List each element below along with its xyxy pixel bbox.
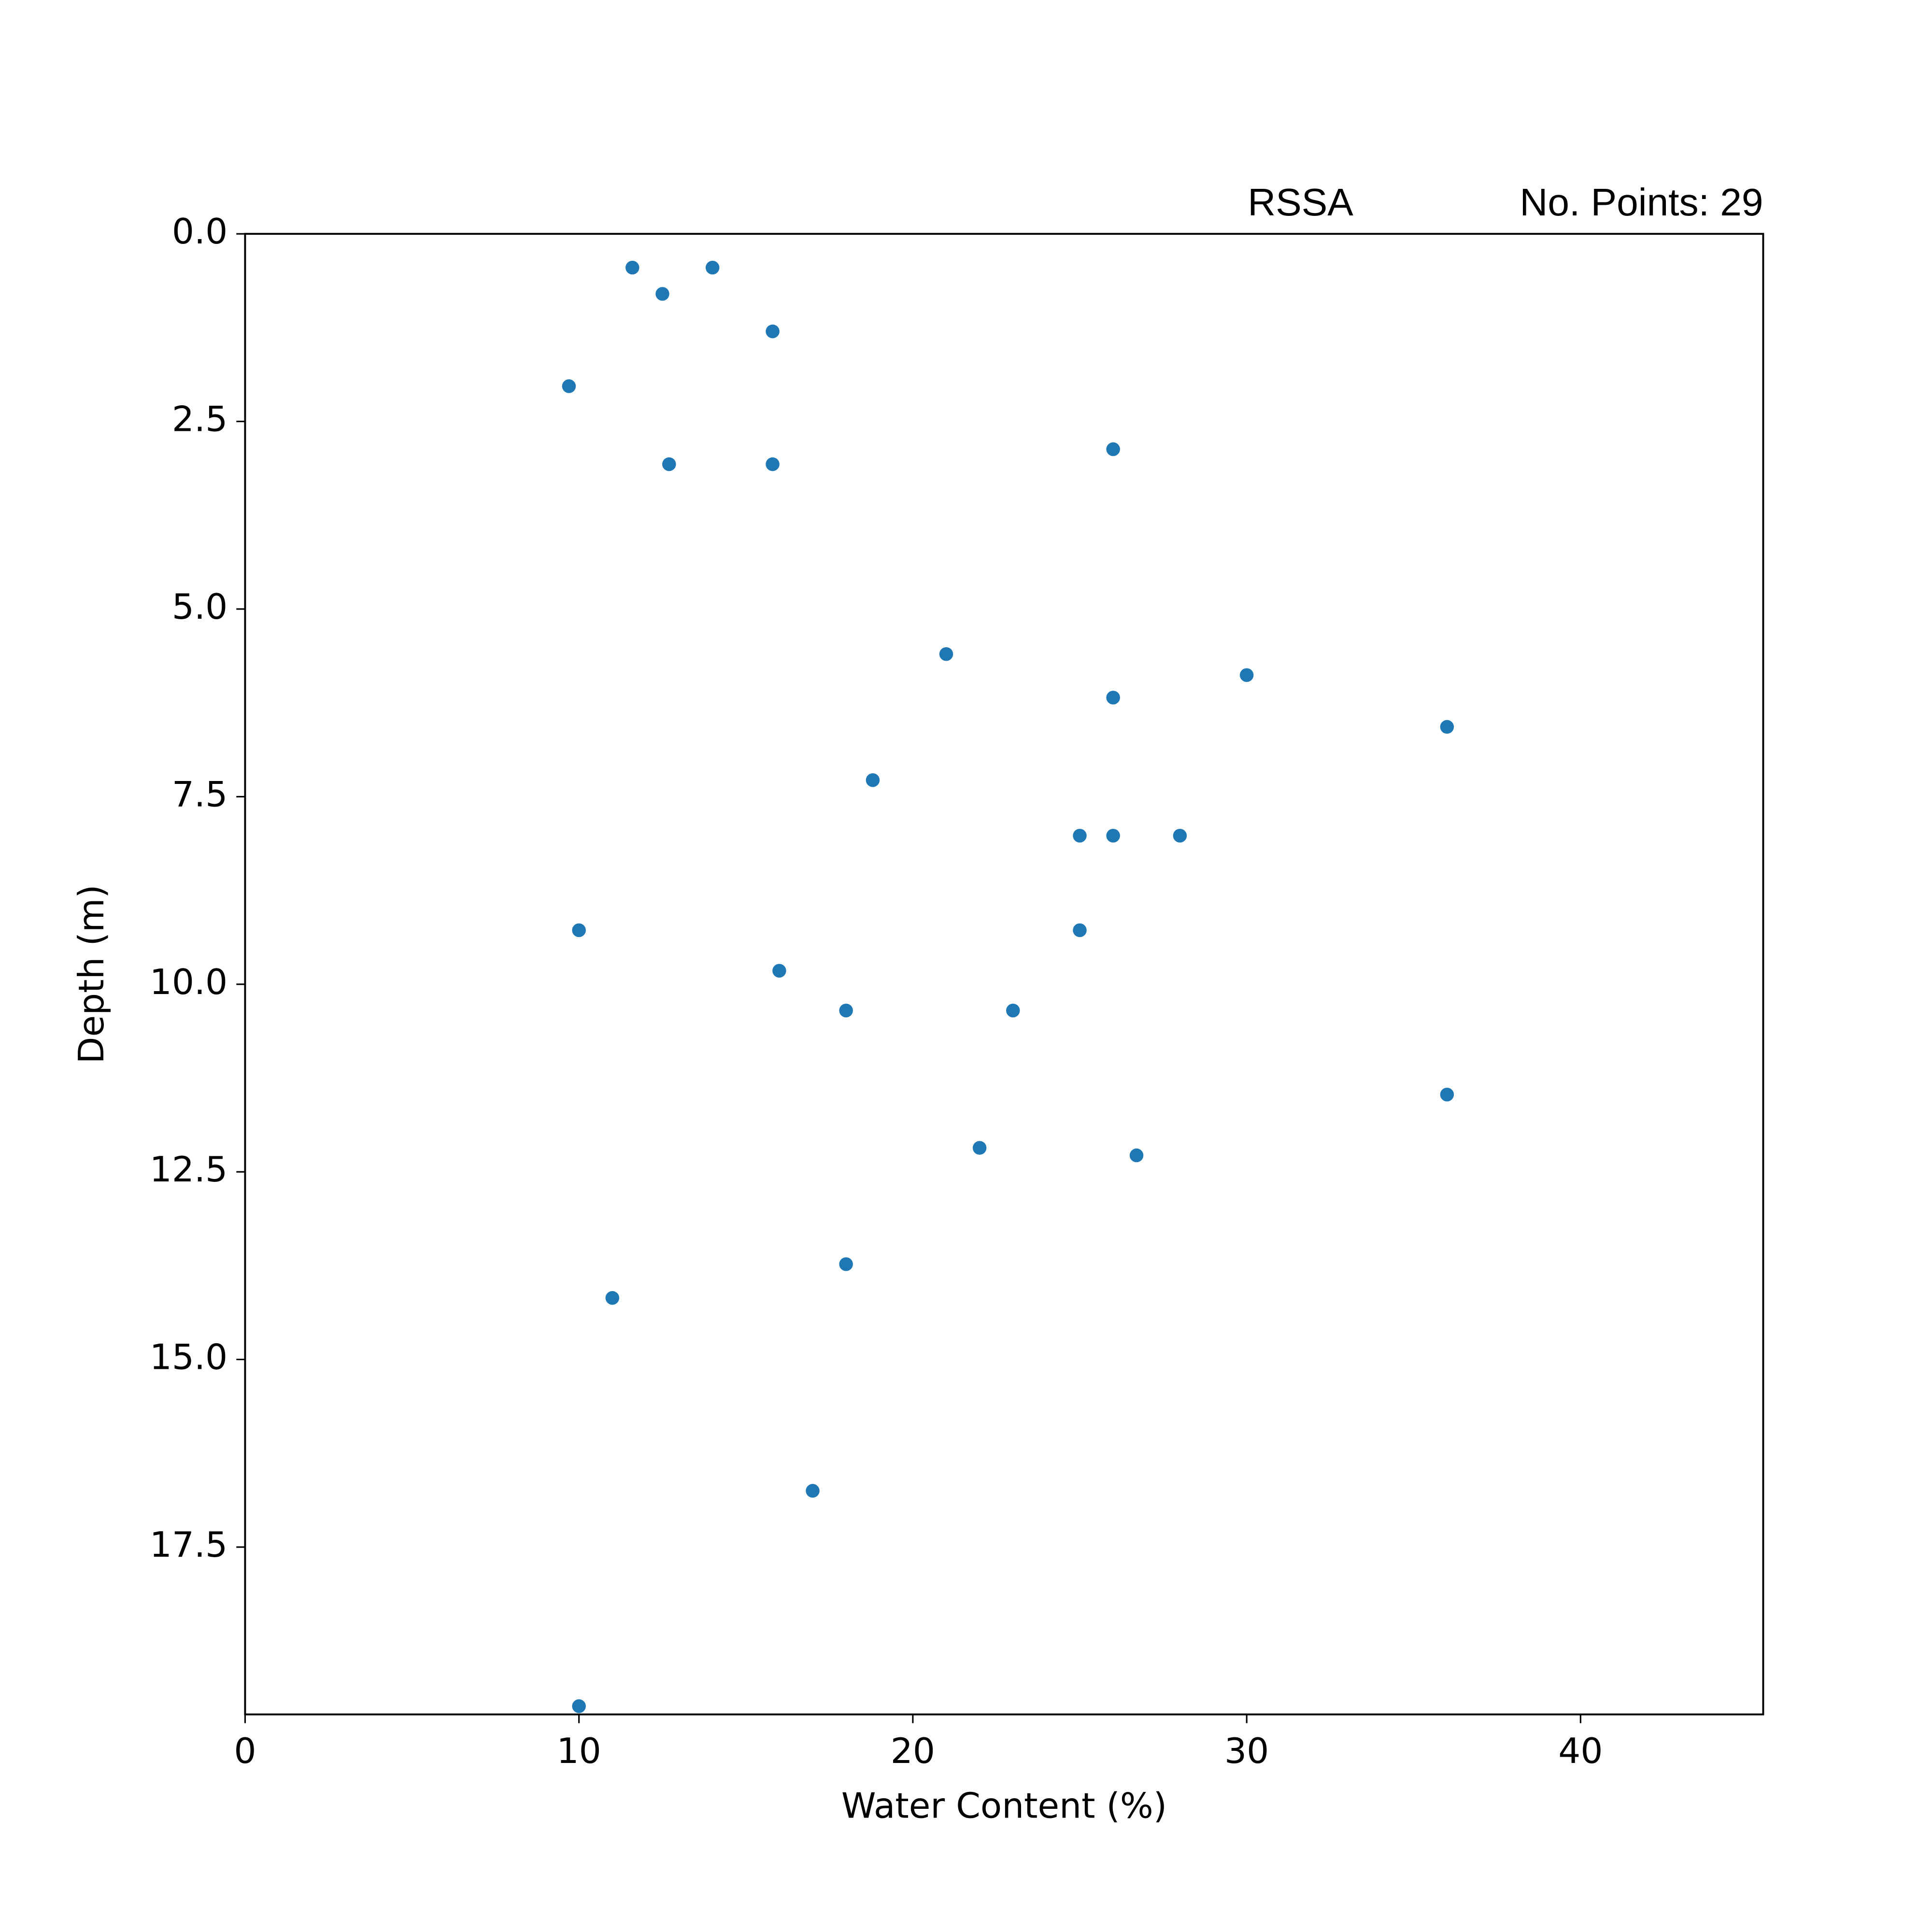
point [1106, 691, 1120, 705]
y-tick-label: 10.0 [150, 962, 227, 1003]
point [766, 324, 780, 339]
point [1239, 668, 1254, 682]
point [662, 457, 676, 471]
annotation: No. Points: 29 [1520, 181, 1763, 224]
x-tick-label: 40 [1558, 1731, 1603, 1772]
point [939, 647, 953, 661]
y-tick-label: 2.5 [172, 399, 227, 440]
point [1073, 828, 1087, 843]
plot-frame [244, 233, 1764, 1716]
point [625, 260, 639, 275]
point [772, 964, 786, 978]
point [1440, 1087, 1454, 1102]
point [705, 260, 720, 275]
point [839, 1003, 853, 1018]
y-tick-label: 5.0 [172, 587, 227, 627]
point [866, 773, 880, 787]
point [1106, 828, 1120, 843]
point [572, 1699, 586, 1713]
x-tick-label: 0 [234, 1731, 256, 1772]
x-tick-label: 10 [557, 1731, 601, 1772]
point [1073, 923, 1087, 938]
annotation: RSSA [1248, 181, 1353, 224]
y-tick-label: 7.5 [172, 774, 227, 815]
point [806, 1484, 820, 1498]
y-tick-label: 15.0 [150, 1337, 227, 1378]
y-tick-label: 12.5 [150, 1150, 227, 1190]
x-axis-label: Water Content (%) [841, 1786, 1167, 1827]
point [766, 457, 780, 471]
y-tick-label: 17.5 [150, 1525, 227, 1565]
point [972, 1141, 987, 1155]
x-tick-label: 30 [1224, 1731, 1269, 1772]
point [1129, 1148, 1144, 1163]
point [1006, 1003, 1020, 1018]
x-tick-label: 20 [891, 1731, 935, 1772]
y-axis-label: Depth (m) [71, 884, 112, 1064]
y-tick-label: 0.0 [172, 212, 227, 252]
point [572, 923, 586, 938]
point [839, 1257, 853, 1271]
point [1440, 720, 1454, 734]
point [605, 1291, 620, 1305]
point [1106, 442, 1120, 456]
point [1173, 828, 1187, 843]
point [562, 379, 576, 393]
point [655, 287, 669, 301]
